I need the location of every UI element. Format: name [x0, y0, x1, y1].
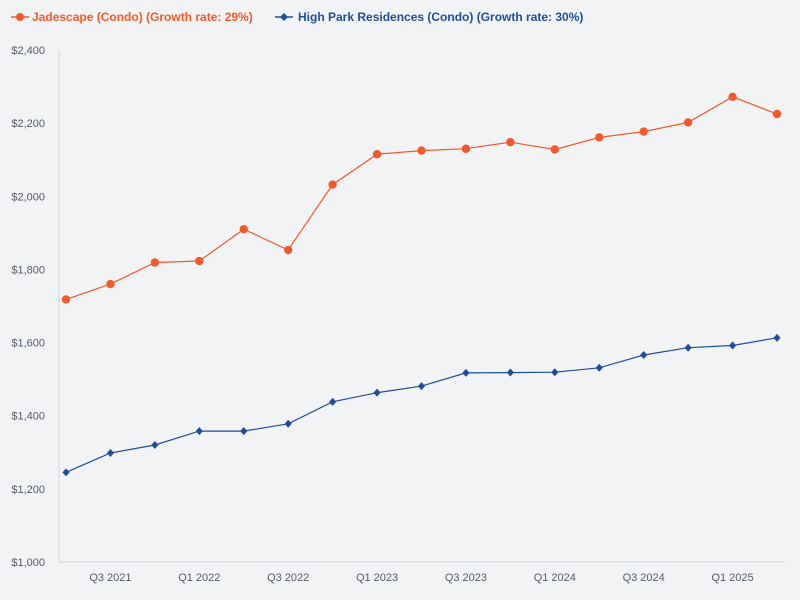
data-point [240, 427, 248, 436]
data-point [106, 449, 115, 458]
data-point [640, 351, 648, 360]
data-point [329, 397, 337, 406]
x-tick-label: Q3 2023 [445, 572, 487, 584]
x-tick-label: Q1 2025 [711, 572, 753, 584]
data-point [683, 118, 693, 127]
legend: Jadescape (Condo) (Growth rate: 29%) Hig… [11, 10, 583, 24]
data-point [595, 133, 604, 142]
data-point [328, 180, 337, 189]
data-point [106, 279, 115, 289]
series-line [65, 337, 778, 473]
data-point [773, 333, 781, 342]
series-line [65, 96, 778, 300]
data-point [284, 419, 292, 428]
legend-label-jadescape: Jadescape (Condo) (Growth rate: 29%) [32, 10, 253, 24]
legend-entry-high-park[interactable]: High Park Residences (Condo) (Growth rat… [275, 10, 583, 24]
data-point [550, 145, 560, 154]
legend-marker-jadescape [16, 13, 24, 21]
data-point [61, 295, 71, 304]
x-tick-label: Q3 2022 [267, 572, 309, 584]
data-point [506, 368, 514, 377]
y-tick-label: $2,000 [11, 191, 45, 203]
x-tick-label: Q1 2022 [178, 572, 220, 584]
y-tick-label: $1,600 [11, 338, 45, 350]
data-point [639, 127, 648, 136]
data-point [372, 150, 382, 159]
y-tick-label: $1,000 [11, 557, 45, 569]
data-point [62, 468, 70, 477]
data-point [728, 92, 737, 102]
series-layer [61, 92, 782, 477]
series-1 [62, 333, 781, 477]
legend-entry-jadescape[interactable]: Jadescape (Condo) (Growth rate: 29%) [11, 10, 253, 24]
x-tick-label: Q3 2024 [623, 572, 665, 584]
legend-label-high-park: High Park Residences (Condo) (Growth rat… [298, 10, 583, 24]
x-tick-label: Q1 2023 [356, 572, 398, 584]
data-point [595, 363, 603, 372]
data-point [283, 245, 293, 255]
y-tick-label: $1,400 [11, 411, 45, 423]
x-tick-label: Q3 2021 [89, 572, 131, 584]
data-point [417, 146, 426, 155]
data-point [462, 368, 470, 377]
y-tick-label: $1,800 [11, 264, 45, 276]
data-point [506, 137, 515, 147]
y-tick-label: $2,400 [11, 45, 45, 57]
y-tick-label: $1,200 [11, 484, 45, 496]
y-tick-label: $2,200 [11, 118, 45, 130]
data-point [373, 388, 381, 397]
series-0 [61, 92, 782, 304]
data-point [417, 382, 426, 391]
legend-marker-high-park [280, 13, 288, 21]
data-point [684, 343, 692, 352]
data-point [239, 225, 248, 234]
data-point [551, 368, 559, 377]
data-point [461, 144, 471, 153]
x-tick-label: Q1 2024 [534, 572, 576, 584]
y-axis-ticks: $1,000 $1,200 $1,400 $1,600 $1,800 $2,000 $2,2… [11, 45, 45, 569]
data-point [195, 256, 204, 266]
data-point [150, 258, 160, 267]
data-point [151, 440, 159, 449]
data-point [772, 109, 782, 119]
x-axis-ticks: Q3 2021 Q1 2022 Q3 2022 Q1 2023 Q3 2023 Q1 20… [89, 572, 753, 584]
data-point [728, 341, 737, 350]
data-point [195, 427, 203, 436]
